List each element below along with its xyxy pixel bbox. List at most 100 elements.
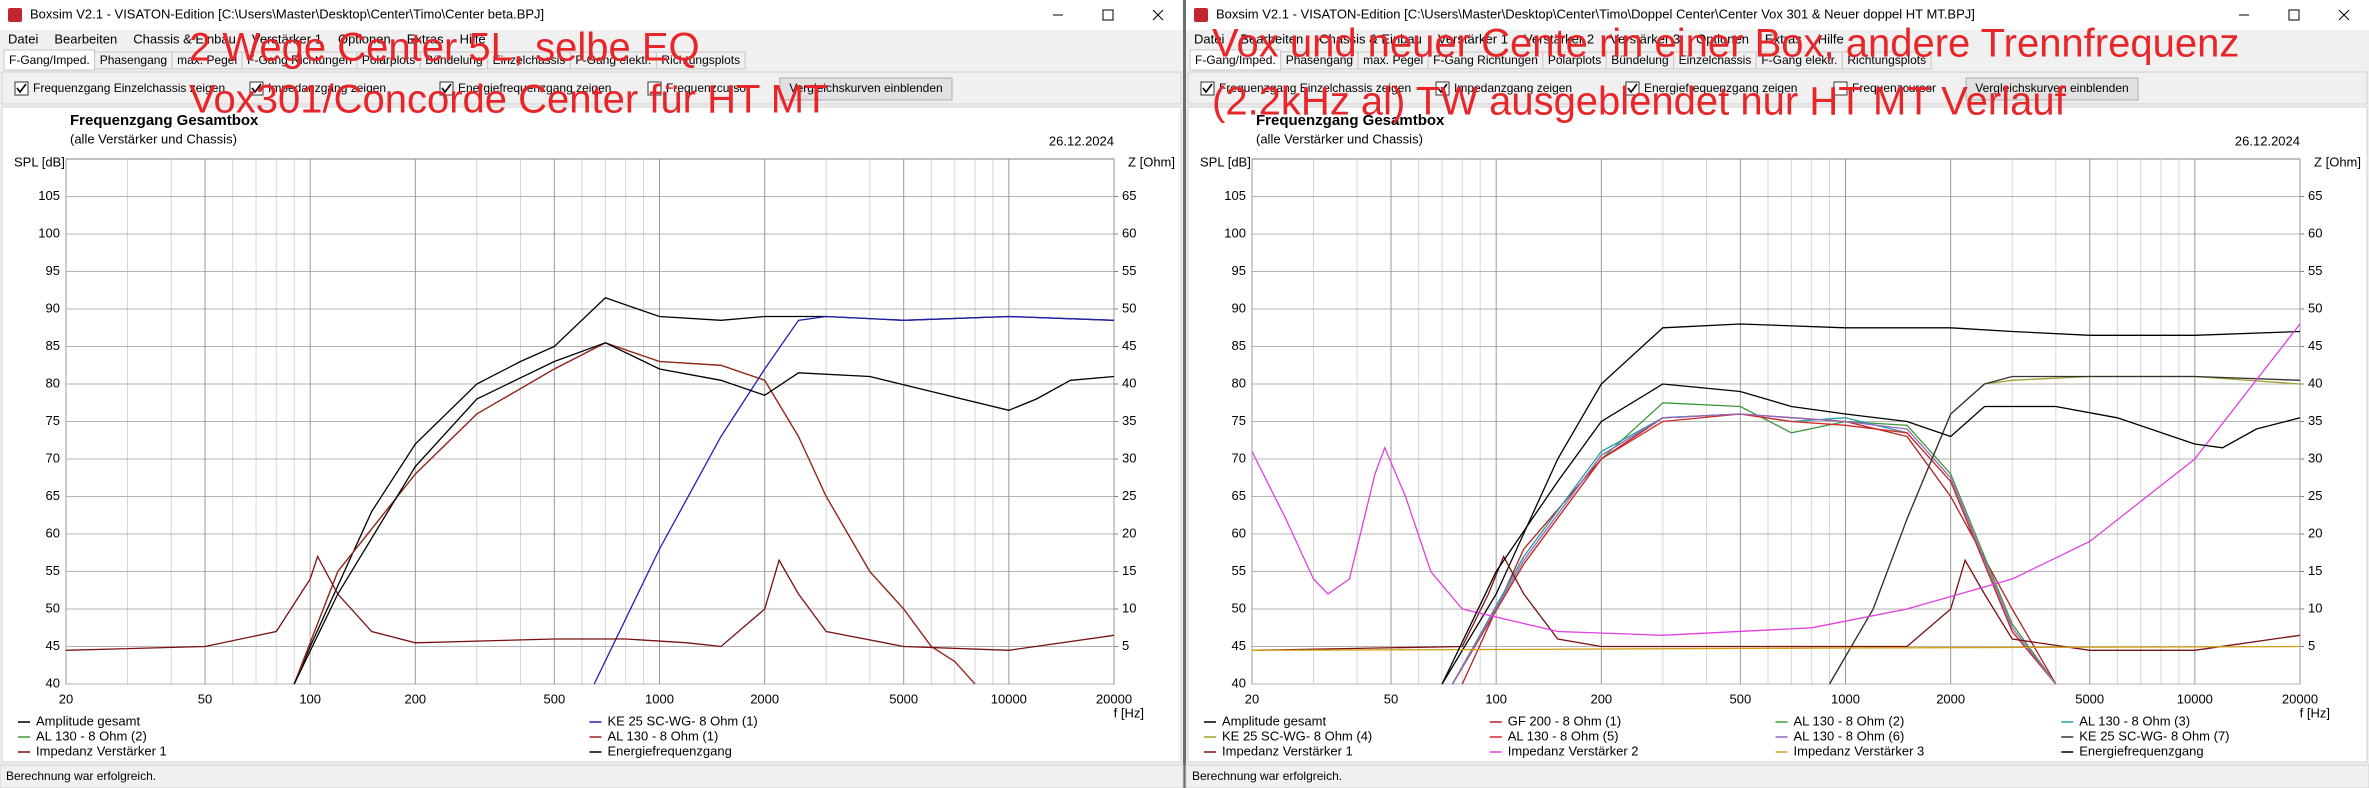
options-panel — [1, 71, 1182, 105]
checkbox-label[interactable]: Frequenzgang Einzelchassis zeigen — [33, 81, 225, 95]
x-tick-label: 20000 — [2282, 691, 2318, 706]
tab-label[interactable]: F-Gang elektr. — [575, 53, 651, 67]
menu-item[interactable]: Verstärker 1 — [1438, 31, 1508, 46]
title-bar — [1186, 0, 2369, 30]
tab-label[interactable]: Einzelchassis — [493, 53, 566, 67]
y-tick-label: 70 — [1232, 450, 1246, 465]
y2-tick-label: 60 — [1122, 225, 1136, 240]
checkmark — [16, 83, 27, 94]
menu-item[interactable]: Chassis & Einbau — [1319, 31, 1422, 46]
menu-item[interactable]: Hilfe — [460, 31, 486, 46]
checkbox[interactable] — [1833, 81, 1848, 96]
menu-item[interactable]: Verstärker 3 — [1610, 31, 1680, 46]
window-title: Boxsim V2.1 - VISATON-Edition [C:\Users\… — [30, 6, 544, 21]
y-tick-label: 65 — [46, 488, 60, 503]
menu-item[interactable]: Verstärker 1 — [252, 31, 322, 46]
tab-label[interactable]: Phasengang — [100, 53, 167, 67]
y2-tick-label: 5 — [2308, 638, 2315, 653]
tab-label[interactable]: F-Gang/Imped. — [9, 53, 90, 67]
x-tick-label: 2000 — [750, 691, 779, 706]
y-tick-label: 75 — [1232, 413, 1246, 428]
y-tick-label: 95 — [46, 263, 60, 278]
y2-tick-label: 20 — [2308, 525, 2322, 540]
maximize-button[interactable] — [2288, 9, 2300, 21]
y2-tick-label: 10 — [1122, 600, 1136, 615]
app-icon — [1194, 8, 1208, 22]
tab-label[interactable]: Bündelung — [425, 53, 482, 67]
legend-label: Impedanz Verstärker 3 — [1794, 743, 1925, 758]
curve — [593, 315, 1115, 685]
title-bar — [0, 0, 1183, 30]
tab-label[interactable]: max. Pegel — [177, 53, 237, 67]
checkbox-label[interactable]: Energiefrequenzgang zeigen — [1644, 81, 1797, 95]
tab-label[interactable]: Richtungsplots — [1847, 53, 1926, 67]
x-tick-label: 10000 — [2177, 691, 2213, 706]
x-tick-label: 500 — [543, 691, 565, 706]
checkbox-label[interactable]: Impedanzgang zeigen — [1454, 81, 1572, 95]
close-button[interactable] — [1152, 9, 1164, 21]
y2-tick-label: 5 — [1122, 638, 1129, 653]
x-tick-label: 200 — [404, 691, 426, 706]
legend-label: KE 25 SC-WG- 8 Ohm (1) — [608, 713, 758, 728]
x-tick-label: 20 — [1245, 691, 1259, 706]
legend-label: AL 130 - 8 Ohm (6) — [1794, 728, 1905, 743]
x-tick-label: 5000 — [889, 691, 918, 706]
checkbox-label[interactable]: Frequenzcursor — [666, 81, 750, 95]
menu-item[interactable]: Bearbeiten — [54, 31, 117, 46]
y2-tick-label: 25 — [2308, 488, 2322, 503]
menu-item[interactable]: Hilfe — [1818, 31, 1844, 46]
tab-label[interactable]: F-Gang Richtungen — [1433, 53, 1538, 67]
y-tick-label: 85 — [1232, 338, 1246, 353]
menu-item[interactable]: Datei — [1194, 31, 1224, 46]
checkmark — [1202, 83, 1213, 94]
status-bar — [0, 764, 1184, 788]
curve — [65, 554, 1115, 651]
tab-label[interactable]: F-Gang elektr. — [1761, 53, 1837, 67]
tab-label[interactable]: Richtungsplots — [661, 53, 740, 67]
tab[interactable] — [1841, 51, 1932, 70]
menu-item[interactable]: Optionen — [338, 31, 391, 46]
y2-tick-label: 65 — [2308, 188, 2322, 203]
checkbox-label[interactable]: Impedanzgang zeigen — [268, 81, 386, 95]
tab-label[interactable]: Polarplots — [362, 53, 415, 67]
menu-item[interactable]: Optionen — [1696, 31, 1749, 46]
options-panel — [1187, 71, 2368, 105]
tab-label[interactable]: F-Gang Richtungen — [247, 53, 352, 67]
y2-tick-label: 45 — [2308, 338, 2322, 353]
tab-label[interactable]: F-Gang/Imped. — [1195, 53, 1276, 67]
checkbox-label[interactable]: Frequenzgang Einzelchassis zeigen — [1219, 81, 1411, 95]
checkbox-label[interactable]: Energiefrequenzgang zeigen — [458, 81, 611, 95]
tab[interactable] — [655, 51, 746, 70]
menu-item[interactable]: Chassis & Einbau — [133, 31, 236, 46]
checkbox-label[interactable]: Frequenzcursor — [1852, 81, 1936, 95]
button-label[interactable]: Vergleichskurven einblenden — [1975, 81, 2128, 95]
y2-tick-label: 55 — [1122, 263, 1136, 278]
menu-item[interactable]: Datei — [8, 31, 38, 46]
legend-label: KE 25 SC-WG- 8 Ohm (7) — [2079, 728, 2229, 743]
annotation: Vox und neuer Cente rin einer Box, ander… — [1212, 22, 2239, 66]
tab-label[interactable]: Einzelchassis — [1679, 53, 1752, 67]
legend-label: GF 200 - 8 Ohm (1) — [1508, 713, 1621, 728]
menu-item[interactable]: Extras — [407, 31, 444, 46]
menu-item[interactable]: Bearbeiten — [1240, 31, 1303, 46]
x-tick-label: 100 — [1485, 691, 1507, 706]
button[interactable] — [779, 77, 953, 101]
y-tick-label: 80 — [1232, 375, 1246, 390]
tab-label[interactable]: Bündelung — [1611, 53, 1668, 67]
checkbox[interactable] — [647, 81, 662, 96]
tab-label[interactable]: max. Pegel — [1363, 53, 1423, 67]
menu-item[interactable]: Verstärker 2 — [1524, 31, 1594, 46]
y-axis-label: SPL [dB] — [14, 154, 65, 169]
button-label[interactable]: Vergleichskurven einblenden — [789, 81, 942, 95]
y-tick-label: 60 — [1232, 525, 1246, 540]
maximize-button[interactable] — [1102, 9, 1114, 21]
tab-label[interactable]: Polarplots — [1548, 53, 1601, 67]
y-tick-label: 45 — [1232, 638, 1246, 653]
tab-label[interactable]: Phasengang — [1286, 53, 1353, 67]
legend-label: KE 25 SC-WG- 8 Ohm (4) — [1222, 728, 1372, 743]
button[interactable] — [1965, 77, 2139, 101]
menu-item[interactable]: Extras — [1765, 31, 1802, 46]
x-tick-label: 1000 — [645, 691, 674, 706]
checkmark — [251, 83, 262, 94]
close-button[interactable] — [2338, 9, 2350, 21]
